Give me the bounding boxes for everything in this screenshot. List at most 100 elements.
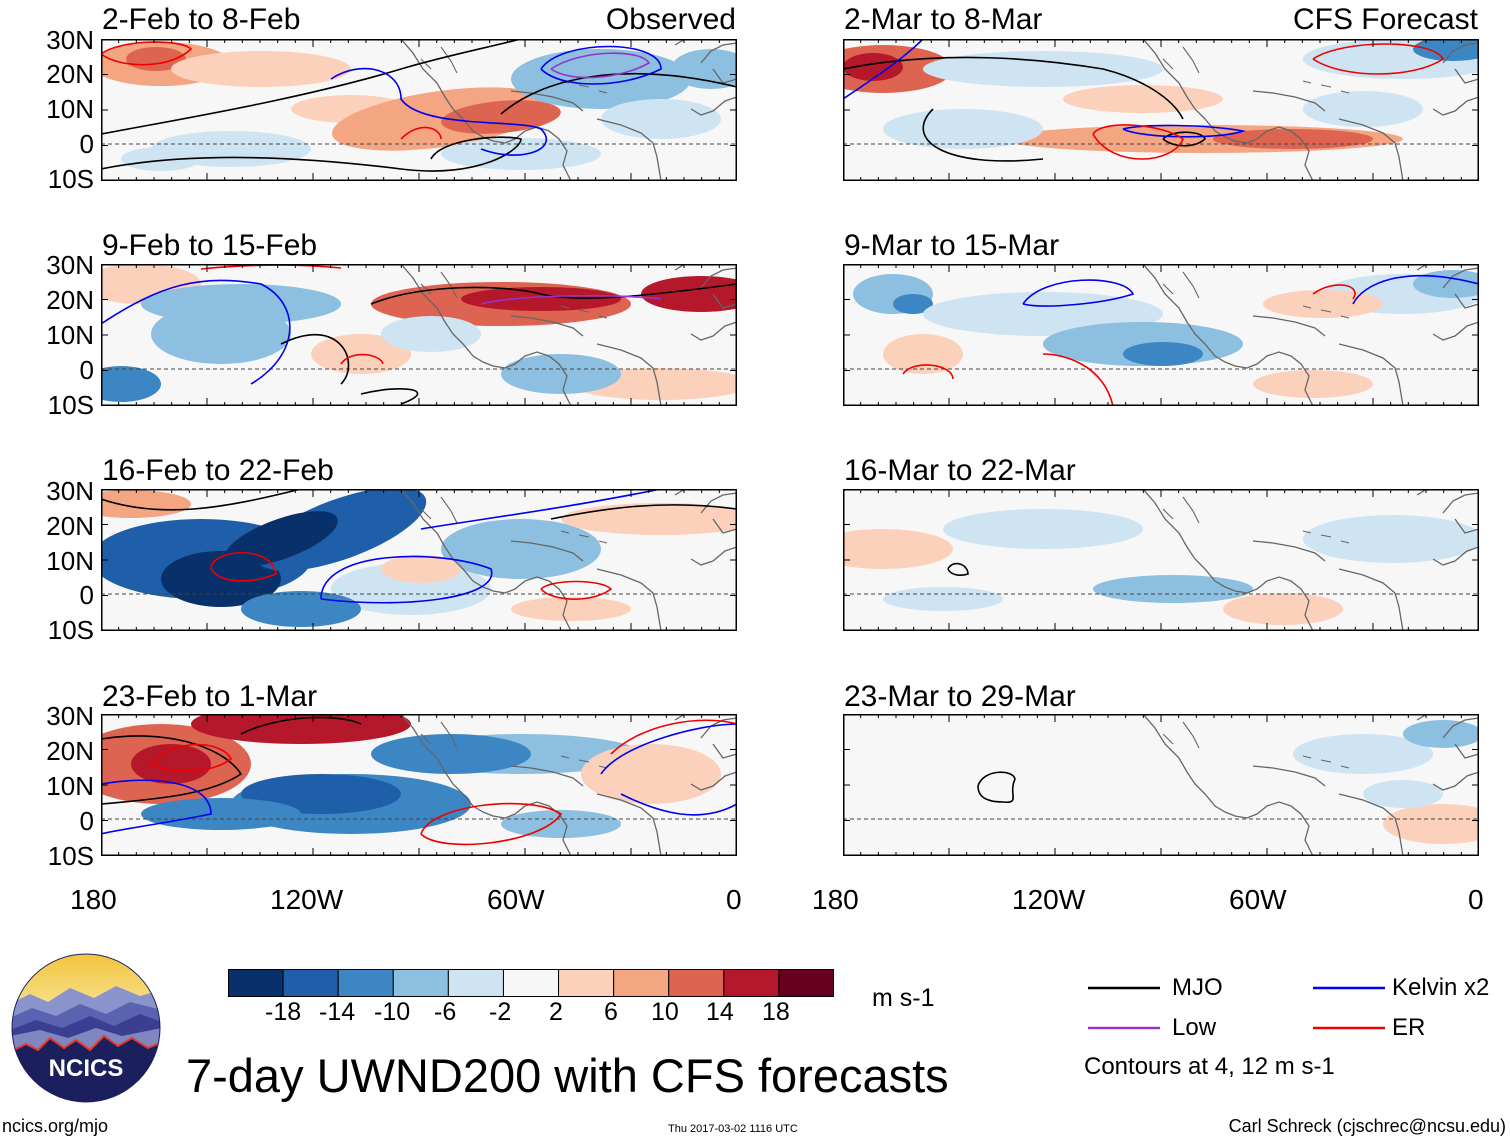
anomaly-blob <box>121 147 201 171</box>
colorbar-frame <box>228 969 834 997</box>
colorbar-label: -2 <box>489 998 512 1026</box>
colorbar-label: -6 <box>434 998 457 1026</box>
contour-kelvin <box>843 39 924 100</box>
lat-label-eq: 0 <box>79 355 94 385</box>
anomaly-blob <box>101 490 191 518</box>
anomaly-blob <box>441 100 561 134</box>
anomaly-blob <box>1063 85 1223 113</box>
anomaly-blob <box>1223 593 1343 625</box>
contour-kelvin <box>101 779 212 835</box>
colorbar-swatch <box>778 969 834 997</box>
anomaly-blob <box>1303 91 1423 127</box>
colorbar-swatch <box>392 969 449 997</box>
contour-kelvin <box>600 723 737 775</box>
anomaly-blob <box>1253 370 1373 398</box>
anomaly-blob <box>381 316 481 352</box>
contour-mjo <box>240 716 362 735</box>
anomaly-blob <box>843 529 953 569</box>
anomaly-blob <box>1363 780 1443 808</box>
panel-title-fcst-2: 9-Mar to 15-Mar <box>844 229 1060 262</box>
timestamp-label: Thu 2017-03-02 1116 UTC <box>668 1123 798 1135</box>
panel-title-obs-2: 9-Feb to 15-Feb <box>102 229 318 262</box>
lat-label-eq: 0 <box>79 806 94 836</box>
anomaly-blob <box>1293 734 1433 774</box>
panel-title-obs-1: 2-Feb to 8-Feb <box>102 3 301 36</box>
anomaly-blob <box>381 555 461 583</box>
lat-label-10s: 10S <box>47 841 94 871</box>
anomaly-blob <box>601 99 721 139</box>
lat-label-20n: 20N <box>46 511 94 541</box>
contour-kelvin <box>101 279 291 385</box>
lon-label-0: 0 <box>1468 884 1484 915</box>
anomaly-blob <box>893 294 933 314</box>
contour-mjo <box>101 136 522 172</box>
contour-er <box>610 719 737 755</box>
coastline <box>1142 39 1479 181</box>
colorbar-swatch <box>558 969 615 997</box>
anomaly-blob <box>511 597 631 621</box>
lat-label-20n: 20N <box>46 736 94 766</box>
colorbar-label: 10 <box>651 998 679 1026</box>
anomaly-blob <box>943 509 1143 549</box>
map-panel-forecast-4 <box>843 714 1479 856</box>
coastline <box>1142 489 1479 631</box>
anomaly-blob <box>141 798 301 830</box>
lon-label-120w: 120W <box>270 884 344 915</box>
coastline <box>400 39 737 181</box>
colorbar-swatch <box>337 969 394 997</box>
coastline-islands <box>420 721 608 769</box>
contour-kelvin <box>1352 274 1479 305</box>
anomaly-blob <box>131 744 211 784</box>
coastline <box>400 489 737 631</box>
contour-mjo <box>101 735 243 805</box>
lat-label-30n: 30N <box>46 25 94 55</box>
lon-label-180: 180 <box>70 884 117 915</box>
coastline-islands <box>1162 271 1350 319</box>
coastline-islands <box>420 271 608 319</box>
author-label: Carl Schreck (cjschrec@ncsu.edu) <box>1228 1116 1506 1136</box>
coastline-islands <box>1162 721 1350 769</box>
lat-label-10n: 10N <box>46 546 94 576</box>
lon-label-0: 0 <box>726 884 742 915</box>
contour-mjo <box>370 283 737 305</box>
contour-kelvin <box>540 45 662 85</box>
anomaly-blob <box>441 519 601 579</box>
lat-label-10s: 10S <box>47 390 94 420</box>
contour-mjo <box>843 56 1184 120</box>
colorbar-label: -10 <box>374 998 411 1026</box>
contour-er <box>210 552 277 582</box>
panel-title-obs-4: 23-Feb to 1-Mar <box>102 680 318 713</box>
colorbar-swatch <box>447 969 504 997</box>
contour-er <box>1312 43 1445 75</box>
lat-label-10n: 10N <box>46 94 94 124</box>
website-label: ncics.org/mjo <box>2 1116 109 1136</box>
contour-kelvin <box>330 67 548 156</box>
lon-label-120w: 120W <box>1012 884 1086 915</box>
lat-label-30n: 30N <box>46 250 94 280</box>
colorbar-swatch <box>502 969 560 997</box>
map-panel-forecast-3 <box>843 489 1479 631</box>
anomaly-blob <box>843 53 903 81</box>
anomaly-blob <box>224 511 338 567</box>
map-panel-observed-1 <box>101 39 737 181</box>
contour-er <box>1042 353 1114 406</box>
contour-er <box>150 743 233 772</box>
anomaly-blob <box>1263 290 1383 318</box>
anomaly-blob <box>1303 515 1479 563</box>
anomaly-blob <box>1123 342 1203 366</box>
ncics-logo: NCICS <box>11 953 161 1103</box>
contour-er <box>400 126 442 140</box>
colorbar-label: 2 <box>549 998 563 1026</box>
lat-label-20n: 20N <box>46 285 94 315</box>
contour-mjo <box>101 39 522 135</box>
colorbar-swatch <box>613 969 670 997</box>
legend-label-mjo: MJO <box>1172 974 1223 1001</box>
lon-label-60w: 60W <box>1229 884 1287 915</box>
contour-er <box>101 41 193 66</box>
contour-er <box>540 580 613 600</box>
colorbar-swatch <box>228 969 284 997</box>
colorbar <box>228 969 834 997</box>
contour-kelvin <box>620 793 737 816</box>
map-panel-forecast-1 <box>843 39 1479 181</box>
